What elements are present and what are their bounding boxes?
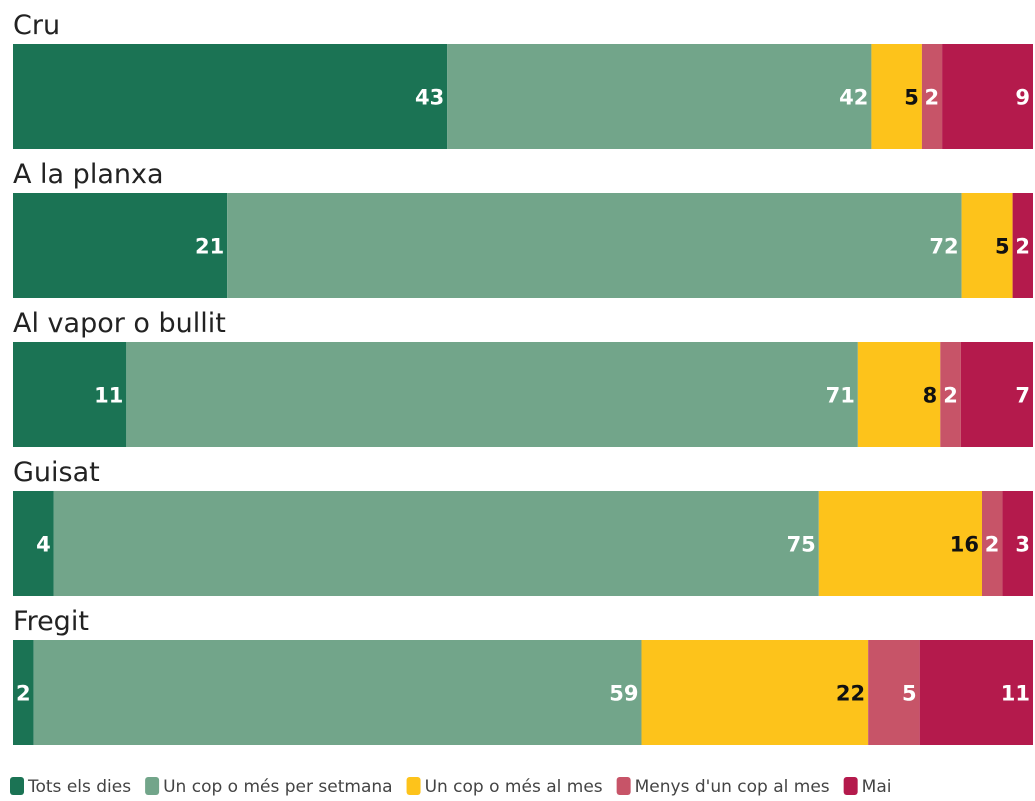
bar-fregit-mai: [919, 640, 1033, 745]
bar-guisat-mai: [1002, 491, 1033, 596]
value-label-a-la-planxa-tots-els-dies: 21: [195, 235, 224, 259]
bar-al-vapor-o-bullit-un-cop-o-mes-per-setmana: [126, 342, 858, 447]
value-label-guisat-un-cop-o-mes-al-mes: 16: [950, 533, 979, 557]
bar-fregit-un-cop-o-mes-per-setmana: [33, 640, 642, 745]
value-label-fregit-tots-els-dies: 2: [16, 682, 31, 706]
value-label-guisat-mai: 3: [1015, 533, 1030, 557]
value-label-a-la-planxa-mai: 2: [1015, 235, 1030, 259]
legend-swatch-un-cop-o-mes-per-setmana: [145, 777, 160, 795]
bar-a-la-planxa-un-cop-o-mes-per-setmana: [227, 193, 962, 298]
legend-label-mai: Mai: [862, 777, 892, 797]
value-label-cru-un-cop-o-mes-al-mes: 5: [904, 86, 919, 110]
legend-label-tots-els-dies: Tots els dies: [27, 777, 131, 797]
value-label-cru-un-cop-o-mes-per-setmana: 42: [839, 86, 868, 110]
bar-a-la-planxa-tots-els-dies: [13, 193, 228, 298]
legend: Tots els dies Un cop o més per setmana Un …: [10, 777, 891, 797]
value-label-fregit-mai: 11: [1001, 682, 1030, 706]
bar-guisat-tots-els-dies: [13, 491, 54, 596]
legend-swatch-menys-d-un-cop-al-mes: [616, 777, 631, 795]
bar-fregit-tots-els-dies: [13, 640, 34, 745]
value-label-fregit-menys-d-un-cop-al-mes: 5: [902, 682, 917, 706]
bar-a-la-planxa-mai: [1012, 193, 1033, 298]
bar-guisat-un-cop-o-mes-per-setmana: [53, 491, 819, 596]
bar-cru-un-cop-o-mes-al-mes: [871, 44, 922, 149]
bar-cru-mai: [942, 44, 1033, 149]
value-label-cru-mai: 9: [1015, 86, 1030, 110]
category-label-a-la-planxa: A la planxa: [13, 159, 164, 190]
legend-swatch-mai: [843, 777, 858, 795]
legend-label-menys-d-un-cop-al-mes: Menys d'un cop al mes: [635, 777, 830, 797]
legend-swatch-un-cop-o-mes-al-mes: [406, 777, 421, 795]
value-label-guisat-menys-d-un-cop-al-mes: 2: [985, 533, 1000, 557]
category-label-al-vapor-o-bullit: Al vapor o bullit: [13, 308, 226, 339]
category-label-guisat: Guisat: [13, 457, 100, 488]
bar-cru-menys-d-un-cop-al-mes: [921, 44, 943, 149]
legend-label-un-cop-o-mes-al-mes: Un cop o més al mes: [425, 777, 603, 797]
legend-swatch-tots-els-dies: [10, 777, 24, 795]
value-label-fregit-un-cop-o-mes-per-setmana: 59: [609, 682, 638, 706]
bar-guisat-un-cop-o-mes-al-mes: [818, 491, 982, 596]
value-label-al-vapor-o-bullit-mai: 7: [1015, 384, 1030, 408]
bar-fregit-menys-d-un-cop-al-mes: [868, 640, 920, 745]
value-label-al-vapor-o-bullit-menys-d-un-cop-al-mes: 2: [943, 384, 958, 408]
bar-al-vapor-o-bullit-tots-els-dies: [13, 342, 127, 447]
bar-fregit-un-cop-o-mes-al-mes: [641, 640, 869, 745]
value-label-a-la-planxa-un-cop-o-mes-al-mes: 5: [995, 235, 1010, 259]
bar-cru-un-cop-o-mes-per-setmana: [447, 44, 872, 149]
value-label-al-vapor-o-bullit-un-cop-o-mes-per-setmana: 71: [826, 384, 855, 408]
value-label-fregit-un-cop-o-mes-al-mes: 22: [836, 682, 865, 706]
value-label-al-vapor-o-bullit-tots-els-dies: 11: [94, 384, 123, 408]
bar-guisat-menys-d-un-cop-al-mes: [982, 491, 1003, 596]
value-label-guisat-un-cop-o-mes-per-setmana: 75: [787, 533, 816, 557]
value-label-al-vapor-o-bullit-un-cop-o-mes-al-mes: 8: [923, 384, 938, 408]
bar-a-la-planxa-un-cop-o-mes-al-mes: [961, 193, 1013, 298]
bar-cru-tots-els-dies: [13, 44, 448, 149]
value-label-guisat-tots-els-dies: 4: [36, 533, 51, 557]
value-label-a-la-planxa-un-cop-o-mes-per-setmana: 72: [929, 235, 958, 259]
category-label-cru: Cru: [13, 10, 60, 41]
value-label-cru-menys-d-un-cop-al-mes: 2: [924, 86, 939, 110]
legend-label-un-cop-o-mes-per-setmana: Un cop o més per setmana: [163, 777, 392, 797]
bar-al-vapor-o-bullit-mai: [960, 342, 1033, 447]
value-label-cru-tots-els-dies: 43: [415, 86, 444, 110]
category-label-fregit: Fregit: [13, 606, 89, 637]
bar-al-vapor-o-bullit-un-cop-o-mes-al-mes: [857, 342, 941, 447]
bar-al-vapor-o-bullit-menys-d-un-cop-al-mes: [940, 342, 961, 447]
